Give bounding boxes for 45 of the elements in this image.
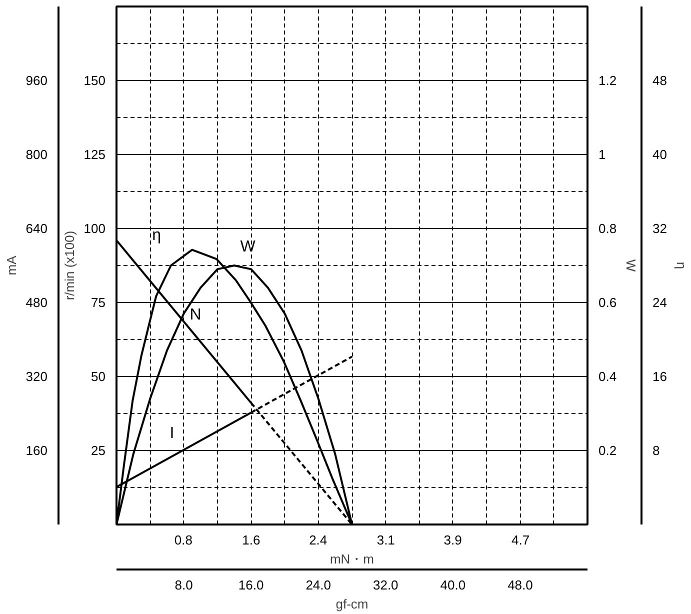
x-tick-label: 16.0 xyxy=(238,578,264,592)
y-tick-label: 100 xyxy=(84,221,106,236)
y-axis-title: η xyxy=(674,262,689,270)
y2-tick-label: 800 xyxy=(26,147,48,162)
x-tick-label: 32.0 xyxy=(372,578,398,592)
y2-tick-label: 960 xyxy=(26,73,48,88)
x-tick-label: 48.0 xyxy=(508,578,533,592)
x2-tick-label: 3.9 xyxy=(444,532,462,548)
y3-tick-label: 0.6 xyxy=(598,295,617,310)
y2-tick-label: 320 xyxy=(26,369,48,384)
x-tick-label: 24.0 xyxy=(306,578,332,592)
x2-axis-title: mN・m xyxy=(330,552,374,566)
y-tick-label: 24 xyxy=(652,295,667,310)
y2-tick-label: 640 xyxy=(26,221,48,236)
x2-tick-label: 1.6 xyxy=(242,532,260,548)
y3-tick-label: 1.2 xyxy=(598,73,617,88)
x-tick-label: 8.0 xyxy=(174,578,193,592)
series-label: I xyxy=(170,424,174,442)
y-tick-label: 25 xyxy=(91,443,106,458)
x2-tick-label: 3.1 xyxy=(376,532,395,548)
y-tick-label: 48 xyxy=(652,73,667,88)
x-tick-label: 40.0 xyxy=(440,578,466,592)
y3-tick-label: 0.4 xyxy=(598,369,617,384)
y3-tick-label: 0.2 xyxy=(598,443,617,458)
y-tick-label: 75 xyxy=(91,295,106,310)
y-tick-label: 32 xyxy=(652,221,667,236)
y-tick-label: 125 xyxy=(84,147,106,162)
y3-axis-title: W xyxy=(624,259,639,272)
y2-tick-label: 480 xyxy=(26,295,48,310)
x-axis-title: gf-cm xyxy=(336,596,368,612)
y3-tick-label: 1 xyxy=(598,147,606,162)
y-tick-label: 8 xyxy=(652,443,660,458)
y-tick-label: 150 xyxy=(84,73,106,88)
y2-axis-title: mA xyxy=(4,255,19,276)
y-tick-label: 40 xyxy=(652,147,667,162)
x2-tick-label: 4.7 xyxy=(512,532,530,548)
y-tick-label: 50 xyxy=(91,369,106,384)
x2-tick-label: 2.4 xyxy=(309,532,328,548)
y-tick-label: 16 xyxy=(652,369,667,384)
x2-tick-label: 0.8 xyxy=(174,532,192,548)
y2-tick-label: 160 xyxy=(26,443,48,458)
y3-tick-label: 0.8 xyxy=(598,221,617,236)
series-label: N xyxy=(190,306,202,324)
y-axis-title: r/min (x100) xyxy=(62,230,77,300)
series-label: η xyxy=(152,226,162,244)
